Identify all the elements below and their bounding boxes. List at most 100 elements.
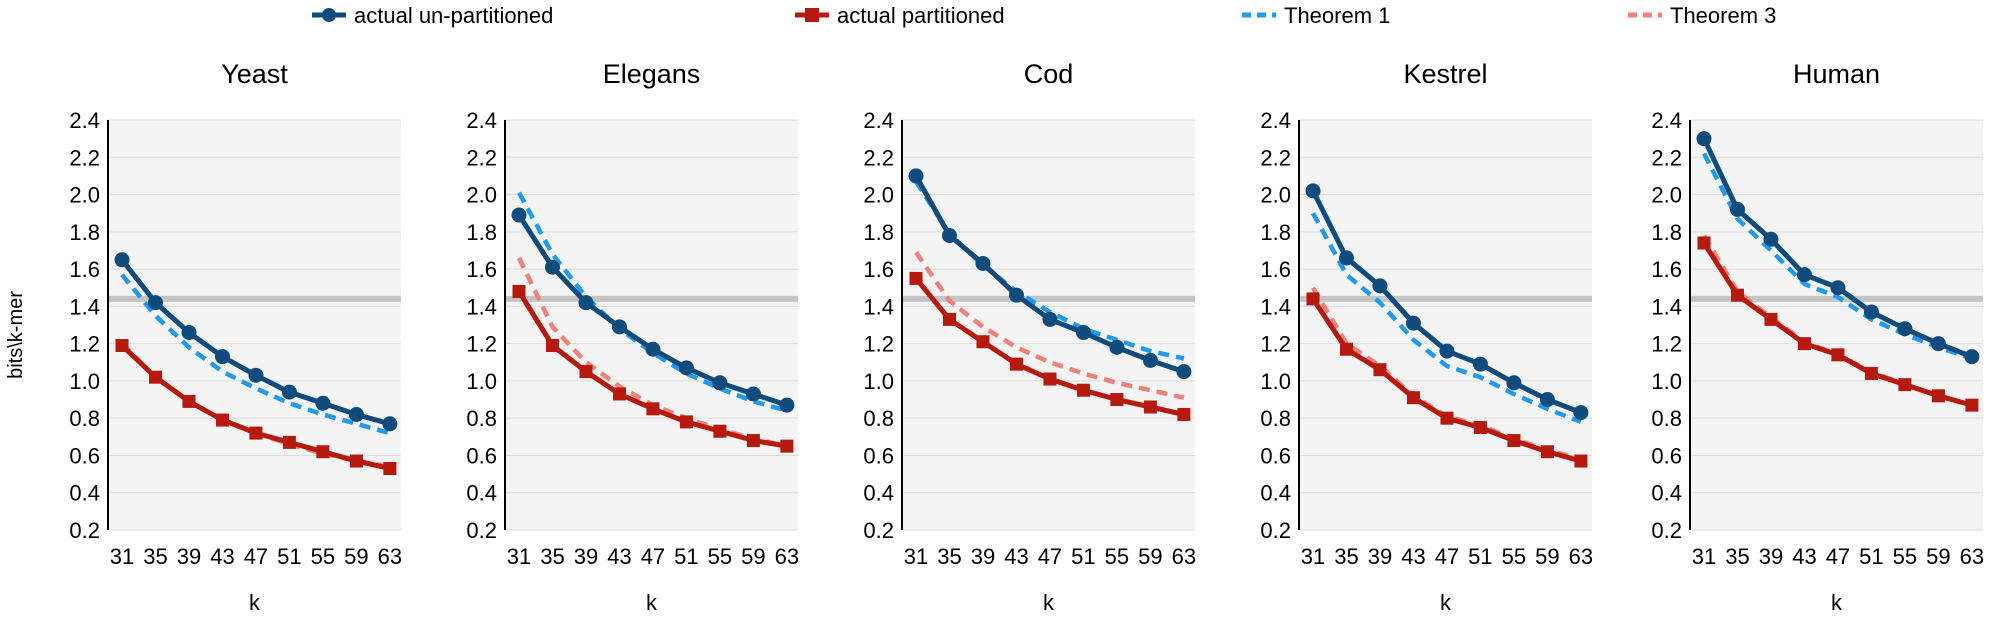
x-tick-label: 55: [311, 544, 335, 569]
data-point: [249, 426, 263, 440]
y-tick-label: 1.4: [1651, 294, 1682, 319]
y-tick-label: 2.4: [1651, 108, 1682, 133]
data-point: [316, 445, 330, 459]
x-tick-label: 43: [1792, 544, 1816, 569]
data-point: [214, 349, 230, 365]
x-tick-label: 31: [1692, 544, 1716, 569]
y-tick-label: 1.2: [1260, 332, 1291, 357]
data-point: [1697, 236, 1711, 250]
x-tick-label: 39: [1759, 544, 1783, 569]
x-tick-label: 43: [1401, 544, 1425, 569]
data-point: [1796, 267, 1812, 283]
x-tick-label: 59: [741, 544, 765, 569]
x-tick-label: 47: [244, 544, 268, 569]
data-point: [745, 386, 761, 402]
data-point: [975, 256, 991, 271]
data-point: [182, 394, 196, 408]
data-point: [1573, 405, 1589, 421]
x-tick-label: 63: [1172, 544, 1196, 569]
data-point: [976, 335, 990, 349]
x-tick-label: 39: [1368, 544, 1392, 569]
data-point: [1831, 348, 1845, 362]
data-point: [646, 402, 660, 416]
x-tick-label: 51: [1071, 544, 1095, 569]
data-point: [1008, 287, 1024, 303]
data-point: [1177, 407, 1191, 421]
y-tick-label: 1.8: [863, 220, 894, 245]
data-point: [1507, 434, 1521, 448]
y-tick-label: 1.0: [69, 369, 100, 394]
series-line: [1701, 152, 1973, 361]
data-point: [512, 284, 526, 298]
data-point: [382, 416, 398, 432]
data-point: [1076, 383, 1090, 397]
y-tick-label: 2.0: [863, 183, 894, 208]
data-point: [1110, 393, 1124, 407]
x-tick-label: 31: [1301, 544, 1325, 569]
series-actual-partitioned: [512, 284, 794, 453]
data-point: [1964, 349, 1980, 365]
x-axis-label: k: [249, 590, 261, 615]
series-actual-un-partitioned: [908, 168, 1192, 380]
y-tick-label: 0.4: [466, 481, 497, 506]
data-point: [281, 384, 297, 400]
y-tick-label: 2.2: [69, 145, 100, 170]
y-tick-label: 1.8: [466, 220, 497, 245]
data-point: [679, 415, 693, 429]
data-point: [612, 387, 626, 401]
series-actual-partitioned: [909, 271, 1191, 421]
x-tick-label: 55: [1893, 544, 1917, 569]
y-tick-label: 2.0: [1651, 183, 1682, 208]
x-tick-label: 39: [971, 544, 995, 569]
y-tick-label: 2.0: [1260, 183, 1291, 208]
y-tick-label: 1.6: [1260, 257, 1291, 282]
y-tick-label: 0.8: [69, 406, 100, 431]
x-tick-label: 43: [1004, 544, 1028, 569]
data-point: [282, 435, 296, 449]
data-point: [1696, 131, 1712, 147]
data-point: [579, 365, 593, 379]
data-point: [1473, 421, 1487, 434]
series-actual-un-partitioned: [1305, 183, 1589, 421]
data-point: [1305, 183, 1321, 199]
series-theorem-1: [1701, 152, 1973, 361]
chart-title: Cod: [1024, 59, 1074, 89]
y-tick-label: 1.8: [1260, 220, 1291, 245]
data-point: [215, 413, 229, 427]
data-point: [1372, 278, 1388, 294]
data-point: [148, 370, 162, 384]
y-tick-label: 0.2: [1651, 518, 1682, 543]
data-point: [1306, 292, 1320, 306]
y-tick-label: 2.4: [69, 108, 100, 133]
x-tick-label: 59: [344, 544, 368, 569]
x-tick-label: 55: [708, 544, 732, 569]
data-point: [248, 367, 264, 383]
x-axis-label: k: [1440, 590, 1452, 615]
data-point: [1406, 391, 1420, 405]
chart-title: Yeast: [221, 59, 288, 89]
x-tick-label: 59: [1138, 544, 1162, 569]
x-tick-label: 47: [641, 544, 665, 569]
x-tick-label: 59: [1926, 544, 1950, 569]
data-point: [1763, 231, 1779, 247]
legend-label: actual partitioned: [837, 3, 1005, 28]
x-axis-label: k: [1043, 590, 1055, 615]
data-point: [1797, 337, 1811, 351]
x-tick-label: 31: [110, 544, 134, 569]
data-point: [712, 375, 728, 391]
x-tick-label: 35: [143, 544, 167, 569]
x-tick-label: 35: [540, 544, 564, 569]
data-point: [678, 360, 694, 376]
series-actual-un-partitioned: [511, 207, 795, 413]
data-point: [1830, 280, 1846, 296]
data-point: [1043, 372, 1057, 386]
chart-panel-human: 0.2 0.4 0.6 0.8 1.0 1.2 1.4 1.6 1.8 2.0 2.2 2.4 31 35…: [1651, 59, 1984, 615]
y-tick-label: 2.2: [1260, 145, 1291, 170]
data-point: [181, 324, 197, 340]
y-tick-label: 0.4: [1651, 481, 1682, 506]
data-point: [645, 341, 661, 357]
legend-item: actual un-partitioned: [312, 3, 553, 28]
x-tick-label: 63: [1569, 544, 1593, 569]
data-point: [1439, 343, 1455, 359]
